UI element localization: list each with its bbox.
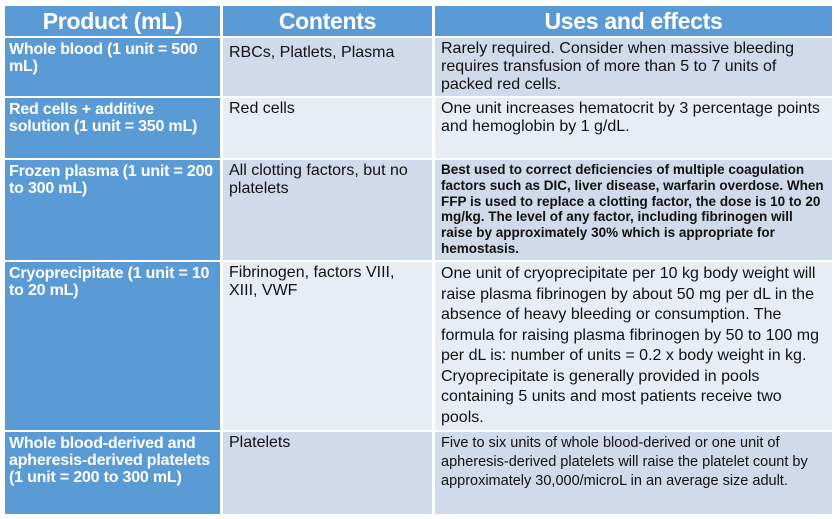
product-cell: Frozen plasma (1 unit = 200 to 300 mL) bbox=[5, 160, 220, 260]
blood-products-table: Product (mL) Contents Uses and effects W… bbox=[2, 4, 835, 516]
uses-cell: Rarely required. Consider when massive b… bbox=[435, 38, 832, 96]
table-row: Whole blood-derived and apheresis-derive… bbox=[5, 432, 832, 514]
table-row: Cryoprecipitate (1 unit = 10 to 20 mL) F… bbox=[5, 262, 832, 430]
contents-cell: Platelets bbox=[223, 432, 432, 514]
header-contents: Contents bbox=[223, 6, 432, 36]
contents-cell: RBCs, Platlets, Plasma bbox=[223, 38, 432, 96]
contents-cell: Red cells bbox=[223, 98, 432, 158]
header-uses: Uses and effects bbox=[435, 6, 832, 36]
header-row: Product (mL) Contents Uses and effects bbox=[5, 6, 832, 36]
table-row: Red cells + additive solution (1 unit = … bbox=[5, 98, 832, 158]
uses-cell: Best used to correct deficiencies of mul… bbox=[435, 160, 832, 260]
table-row: Frozen plasma (1 unit = 200 to 300 mL) A… bbox=[5, 160, 832, 260]
contents-cell: All clotting factors, but no platelets bbox=[223, 160, 432, 260]
table-row: Whole blood (1 unit = 500 mL) RBCs, Plat… bbox=[5, 38, 832, 96]
product-cell: Whole blood-derived and apheresis-derive… bbox=[5, 432, 220, 514]
product-cell: Red cells + additive solution (1 unit = … bbox=[5, 98, 220, 158]
uses-cell: One unit increases hematocrit by 3 perce… bbox=[435, 98, 832, 158]
header-product: Product (mL) bbox=[5, 6, 220, 36]
uses-cell: Five to six units of whole blood-derived… bbox=[435, 432, 832, 514]
contents-cell: Fibrinogen, factors VIII, XIII, VWF bbox=[223, 262, 432, 430]
product-cell: Whole blood (1 unit = 500 mL) bbox=[5, 38, 220, 96]
product-cell: Cryoprecipitate (1 unit = 10 to 20 mL) bbox=[5, 262, 220, 430]
uses-cell: One unit of cryoprecipitate per 10 kg bo… bbox=[435, 262, 832, 430]
